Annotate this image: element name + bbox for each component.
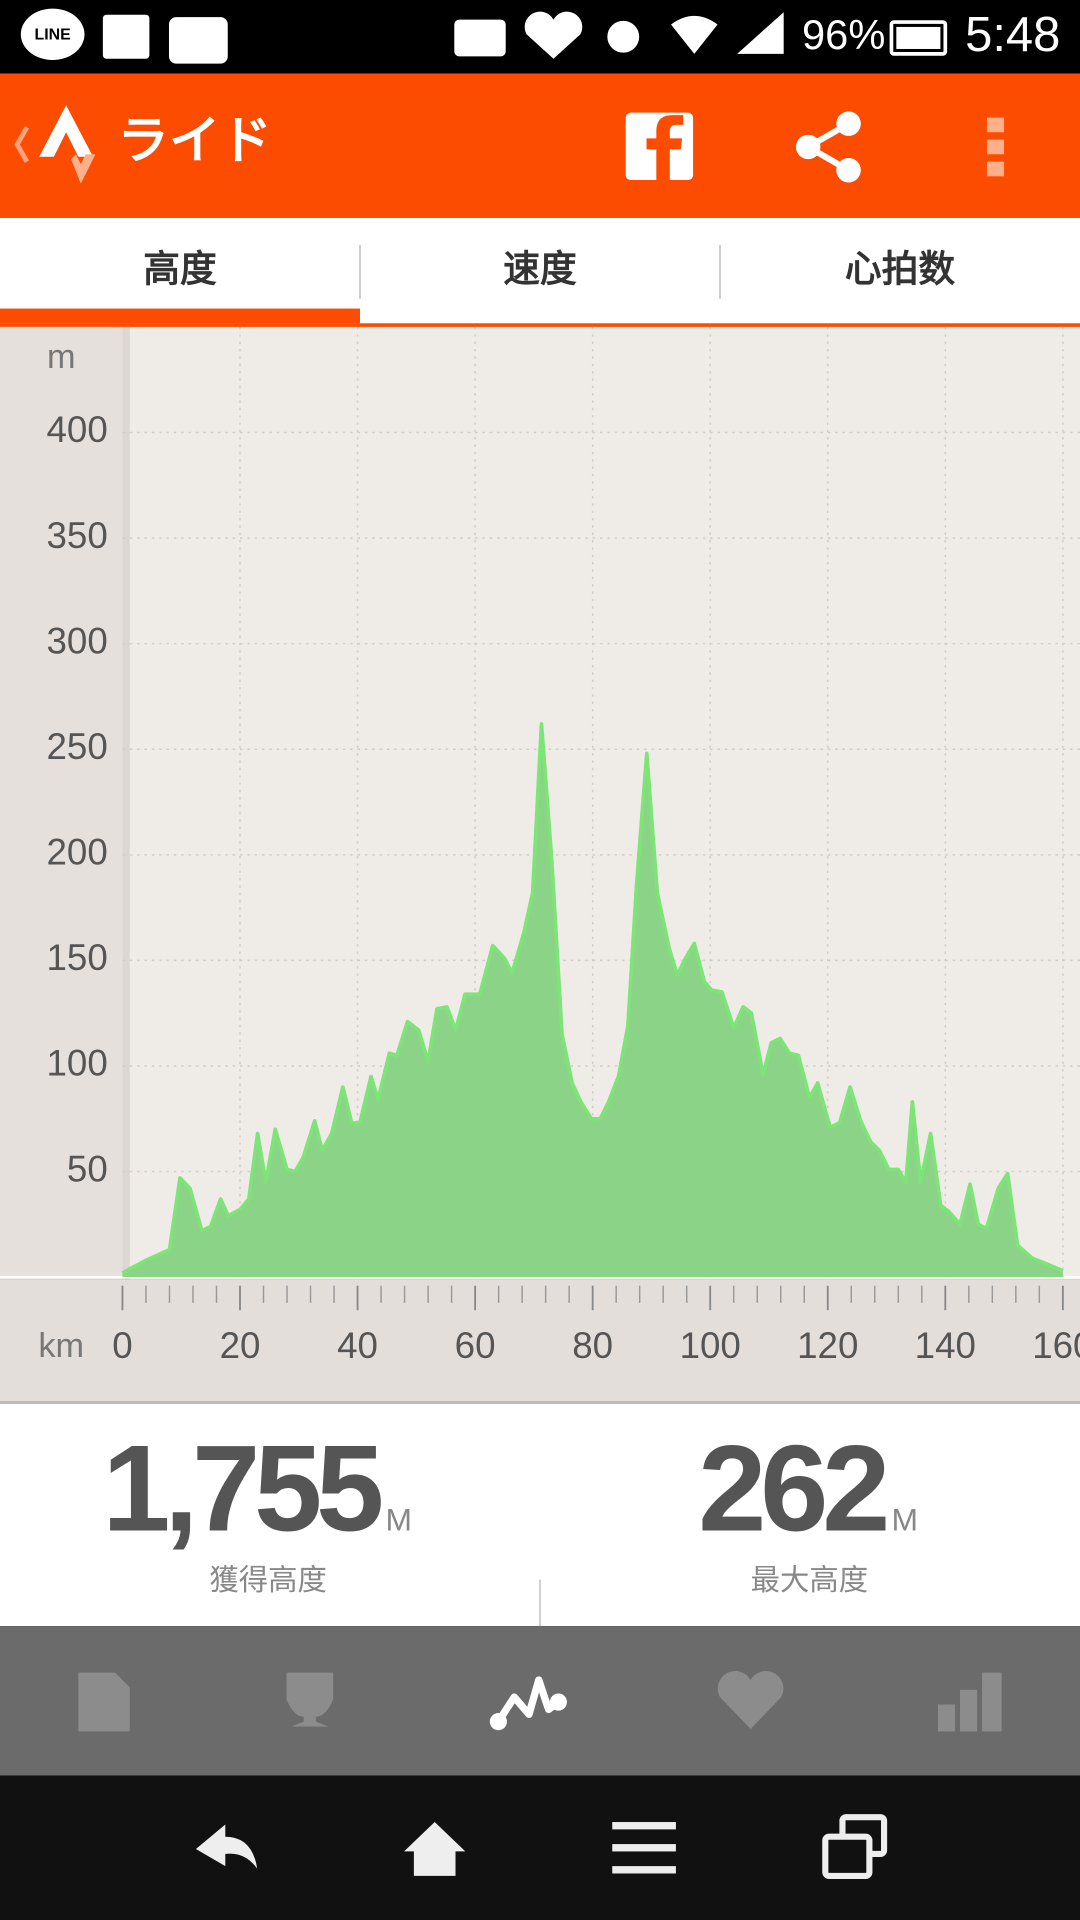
bars-icon xyxy=(982,1672,1002,1732)
x-axis-panel xyxy=(0,1279,1080,1403)
x-tick-label: 20 xyxy=(220,1325,261,1366)
x-tick-label: 100 xyxy=(680,1325,741,1366)
y-tick-label: 350 xyxy=(46,515,107,556)
overflow-menu[interactable] xyxy=(986,117,1005,177)
menu-dot xyxy=(986,117,1005,133)
nav-heart[interactable] xyxy=(717,1671,784,1729)
analysis-icon xyxy=(495,1676,561,1724)
gallery-icon xyxy=(102,14,150,59)
nav-analysis[interactable] xyxy=(489,1676,567,1731)
y-tick-label: 200 xyxy=(46,832,107,873)
facebook-button[interactable] xyxy=(625,112,694,180)
plot xyxy=(121,722,1064,1278)
area-fill xyxy=(122,723,1063,1278)
menu-bar xyxy=(612,1822,676,1830)
bottom-nav xyxy=(0,1626,1080,1776)
stat: 1,755 M xyxy=(102,1420,412,1557)
health-icon xyxy=(524,11,583,59)
x-tick-label: 140 xyxy=(915,1325,976,1366)
x-tick-label: 0 xyxy=(112,1325,132,1366)
alarm-icon xyxy=(607,20,640,53)
system-nav xyxy=(0,1775,1080,1920)
analysis-dot xyxy=(549,1693,567,1711)
facebook-f xyxy=(646,115,684,180)
nav-achievements[interactable] xyxy=(286,1672,334,1727)
stat-label: 最大高度 xyxy=(751,1564,869,1597)
line-icon-text: LINE xyxy=(35,27,71,44)
battery-icon xyxy=(889,20,948,56)
y-tick-label: 400 xyxy=(46,409,107,450)
app-bar xyxy=(0,73,1080,218)
trophy-icon xyxy=(286,1672,334,1727)
tab-indicator xyxy=(0,308,360,324)
line-icon xyxy=(20,8,85,61)
stat-unit: M xyxy=(385,1502,412,1538)
menu-dot xyxy=(986,139,1005,155)
back-button[interactable] xyxy=(14,105,96,184)
y-tick-label: 150 xyxy=(46,937,107,978)
x-tick-label: 60 xyxy=(455,1325,496,1366)
stat-unit: M xyxy=(892,1502,919,1538)
battery-percent: 96% xyxy=(802,11,885,58)
stat: 262 M xyxy=(698,1420,918,1557)
x-tick-label: 80 xyxy=(572,1325,613,1366)
y-tick-label: 100 xyxy=(46,1043,107,1084)
tab-baseline xyxy=(0,323,1080,327)
y-axis-shadow xyxy=(122,326,130,1280)
bars-icon xyxy=(937,1704,956,1732)
area-line xyxy=(121,722,1064,1275)
y-tick-label: 250 xyxy=(46,726,107,767)
share-button[interactable] xyxy=(795,111,861,183)
axes: 50 100 150 200 250 300 350 400 0 20 40 60 80 100 120 14… xyxy=(46,409,1080,1366)
heart-icon xyxy=(717,1671,784,1729)
clock: 5:48 xyxy=(965,8,1060,62)
home-key[interactable] xyxy=(404,1822,466,1876)
task-icon xyxy=(168,17,228,64)
analysis-dot xyxy=(489,1713,507,1731)
tab-label[interactable]: 高度 xyxy=(143,249,217,290)
tabs: 高度 速度 心拍数 xyxy=(0,249,955,324)
x-unit: km xyxy=(38,1327,84,1365)
bars-icon xyxy=(960,1689,978,1732)
share-lines xyxy=(802,121,851,173)
y-tick-label: 300 xyxy=(46,620,107,661)
app-logo xyxy=(39,105,94,157)
nav-summary[interactable] xyxy=(78,1672,130,1732)
x-tick-label: 40 xyxy=(337,1325,378,1366)
wifi-icon xyxy=(671,15,718,54)
menu-dot xyxy=(986,161,1005,177)
document-icon xyxy=(78,1672,130,1732)
menu-key[interactable] xyxy=(612,1822,676,1874)
nav-stats[interactable] xyxy=(937,1672,1002,1732)
recents-key[interactable] xyxy=(822,1814,888,1879)
battery-level xyxy=(896,26,941,49)
y-axis-panel xyxy=(0,326,123,1280)
tab-label[interactable]: 速度 xyxy=(503,249,577,290)
x-tick-label: 120 xyxy=(797,1325,858,1366)
recents-front xyxy=(822,1833,873,1879)
stat-label: 獲得高度 xyxy=(209,1564,327,1597)
app-logo-accent xyxy=(71,154,96,184)
stat-value: 262 xyxy=(698,1420,886,1557)
menu-bar xyxy=(612,1844,676,1852)
signal-icon xyxy=(737,12,784,54)
y-unit: m xyxy=(47,338,76,376)
app-title: ライド xyxy=(118,111,272,169)
voicemail-icon xyxy=(454,19,506,57)
stat-value: 1,755 xyxy=(102,1420,381,1557)
back-key[interactable] xyxy=(195,1824,258,1869)
menu-bar xyxy=(612,1866,676,1874)
x-tick-label: 160 xyxy=(1032,1325,1080,1366)
tab-label[interactable]: 心拍数 xyxy=(845,249,955,290)
back-arrow xyxy=(14,126,30,163)
y-tick-label: 50 xyxy=(67,1148,108,1189)
